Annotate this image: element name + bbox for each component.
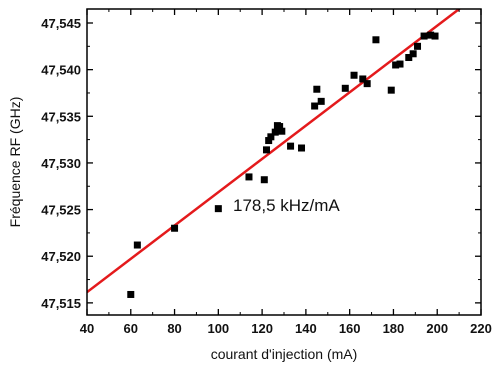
x-tick-label: 140	[295, 321, 317, 336]
data-point	[171, 224, 179, 232]
y-tick-label: 47,525	[41, 203, 81, 218]
y-tick-label: 47,530	[41, 156, 81, 171]
data-point	[414, 42, 422, 50]
data-point	[133, 241, 141, 249]
data-point	[341, 84, 349, 92]
plot-frame	[86, 8, 482, 316]
data-point	[392, 61, 400, 69]
y-tick-label: 47,545	[41, 16, 81, 31]
data-point	[265, 137, 273, 145]
data-point	[287, 142, 295, 150]
x-axis-title: courant d'injection (mA)	[211, 346, 358, 362]
x-tick-label: 80	[167, 321, 181, 336]
y-tick-label: 47,535	[41, 109, 81, 124]
data-point	[427, 31, 435, 39]
y-tick-label: 47,515	[41, 296, 81, 311]
y-tick-label: 47,520	[41, 249, 81, 264]
data-point	[396, 60, 404, 68]
data-point	[363, 80, 371, 88]
data-point	[359, 75, 367, 83]
data-point	[317, 97, 325, 105]
slope-annotation: 178,5 kHz/mA	[233, 196, 340, 215]
x-tick-label: 60	[124, 321, 138, 336]
data-point	[278, 127, 286, 135]
data-point	[372, 36, 380, 44]
fit-line	[87, 9, 462, 294]
x-tick-label: 120	[251, 321, 273, 336]
data-point	[271, 128, 279, 136]
data-point	[387, 86, 395, 94]
x-tick-label: 180	[383, 321, 405, 336]
data-point	[420, 32, 428, 40]
data-point	[313, 85, 321, 93]
data-point	[405, 54, 413, 62]
data-point	[245, 173, 253, 181]
x-tick-label: 100	[207, 321, 229, 336]
data-point	[431, 32, 439, 40]
x-tick-label: 40	[80, 321, 94, 336]
data-point	[267, 133, 275, 141]
data-point	[311, 102, 319, 110]
data-point	[127, 290, 135, 298]
data-point	[409, 50, 417, 58]
y-axis-title: Fréquence RF (GHz)	[7, 97, 23, 228]
x-tick-label: 200	[426, 321, 448, 336]
data-point	[298, 144, 306, 152]
data-point	[276, 123, 284, 131]
data-point	[262, 146, 270, 154]
data-point	[260, 176, 268, 184]
x-tick-label: 220	[470, 321, 492, 336]
y-tick-label: 47,540	[41, 63, 81, 78]
x-tick-label: 160	[339, 321, 361, 336]
data-point	[350, 71, 358, 79]
data-point	[214, 205, 222, 213]
